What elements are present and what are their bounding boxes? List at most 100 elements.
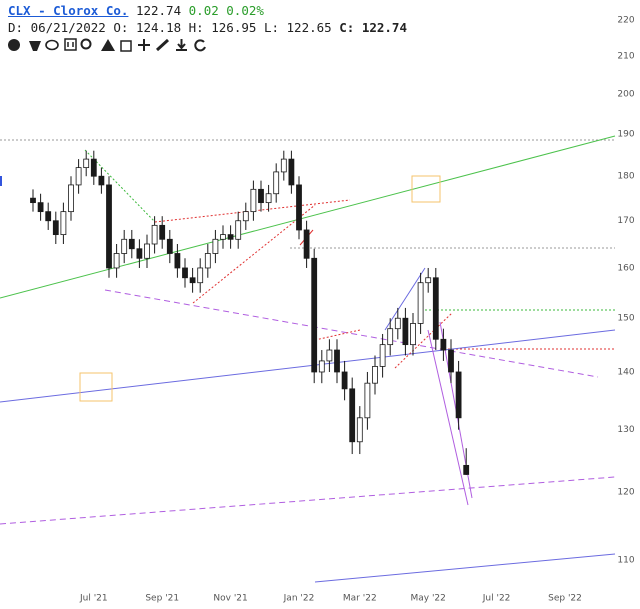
- quote-line: CLX - Clorox Co. 122.74 0.02 0.02%: [8, 2, 407, 19]
- icon[interactable]: [194, 39, 206, 52]
- candle-body: [90, 158, 97, 177]
- y-tick-label: 160: [617, 263, 634, 273]
- x-tick-label: Nov '21: [213, 594, 247, 604]
- candle-body: [174, 253, 181, 269]
- y-tick-label: 140: [617, 367, 634, 377]
- candle-body: [356, 417, 363, 443]
- ohlc-label: L:: [263, 20, 279, 35]
- candle-body: [379, 344, 386, 367]
- y-tick-label: 150: [617, 314, 634, 324]
- candle-body: [197, 267, 204, 284]
- icon[interactable]: [138, 39, 150, 51]
- x-tick-label: Sep '21: [145, 594, 179, 604]
- candle-body: [121, 238, 128, 254]
- candle-body: [235, 220, 242, 240]
- candle-body: [151, 224, 158, 245]
- candle-body: [204, 253, 211, 269]
- y-tick-label: 170: [617, 216, 634, 226]
- candle-body: [98, 175, 105, 186]
- candle-body: [273, 171, 280, 195]
- candle-body: [364, 382, 371, 419]
- last-price: 122.74: [135, 3, 182, 18]
- x-tick-label: Jul '21: [79, 594, 108, 604]
- candle-body: [455, 371, 462, 419]
- candle-body: [189, 277, 196, 284]
- candle-body: [280, 158, 287, 173]
- candle-body: [106, 184, 112, 269]
- icon[interactable]: [155, 38, 170, 52]
- candle-body: [75, 167, 82, 186]
- period: D: 06/21/2022: [8, 20, 106, 35]
- candle-body: [288, 158, 295, 186]
- icon[interactable]: [101, 39, 115, 51]
- candle-body: [60, 211, 67, 236]
- toolbar: [8, 38, 206, 52]
- candle-body: [45, 211, 52, 222]
- candle-body: [258, 188, 264, 204]
- ohlc: O: 124.18 H: 126.95 L: 122.65 C: 122.74: [113, 20, 407, 35]
- icon[interactable]: [8, 39, 20, 51]
- candle-body: [432, 277, 439, 340]
- candle-body: [402, 317, 409, 346]
- candle-body: [136, 248, 143, 259]
- icon[interactable]: [176, 39, 187, 51]
- candle-body: [159, 224, 166, 240]
- icon[interactable]: [80, 38, 92, 50]
- ohlc-value: 124.18: [135, 20, 182, 35]
- icon[interactable]: [120, 40, 132, 52]
- ohlc-label: C:: [339, 20, 355, 35]
- x-tick-label: Mar '22: [343, 594, 377, 604]
- candle-body: [227, 234, 234, 240]
- ohlc-value: 126.95: [211, 20, 257, 35]
- candle-body: [387, 328, 394, 346]
- candle-body: [68, 184, 74, 213]
- candle-body: [30, 197, 36, 204]
- candle-body: [113, 253, 120, 269]
- x-tick-label: Sep '22: [548, 594, 582, 604]
- candle-body: [326, 349, 333, 362]
- y-tick-label: 110: [617, 555, 634, 565]
- candle-body: [394, 317, 401, 330]
- icon[interactable]: [64, 38, 77, 51]
- y-tick-label: 180: [617, 172, 634, 182]
- candle-body: [250, 188, 257, 213]
- ohlc-label: O:: [113, 20, 129, 35]
- candle-body: [311, 257, 318, 373]
- candle-body: [448, 349, 454, 373]
- candle-body: [296, 184, 302, 231]
- candle-body: [318, 360, 325, 373]
- candle-body: [37, 202, 44, 213]
- candle-body: [166, 238, 173, 254]
- y-tick-label: 220: [617, 15, 634, 25]
- candle-body: [212, 238, 219, 254]
- change-pct: 0.02%: [226, 3, 264, 18]
- candle-body: [242, 211, 249, 222]
- symbol[interactable]: CLX - Clorox Co.: [8, 3, 129, 18]
- y-tick-label: 190: [617, 130, 634, 140]
- candle-body: [349, 388, 356, 443]
- candle-body: [440, 338, 447, 351]
- ohlc-line: D: 06/21/2022 O: 124.18 H: 126.95 L: 122…: [8, 19, 407, 36]
- candle-body: [220, 234, 226, 240]
- x-tick-label: Jan '22: [283, 594, 315, 604]
- icon[interactable]: [29, 41, 41, 51]
- candle-body: [417, 282, 424, 324]
- candle-body: [52, 220, 59, 236]
- y-tick-label: 210: [617, 52, 634, 62]
- candle-body: [83, 158, 90, 169]
- ohlc-label: H:: [188, 20, 204, 35]
- icon[interactable]: [45, 39, 59, 51]
- candle-body: [341, 371, 348, 390]
- candle-body: [144, 243, 150, 259]
- change: 0.02: [188, 3, 219, 18]
- candle-body: [265, 193, 272, 204]
- y-tick-label: 200: [617, 90, 634, 100]
- x-tick-label: Jul '22: [482, 594, 511, 604]
- candle-body: [128, 238, 135, 250]
- candle-body: [410, 323, 416, 346]
- candle-body: [182, 267, 188, 279]
- candle-body: [425, 277, 432, 284]
- candle-body: [334, 349, 340, 373]
- x-tick-label: May '22: [410, 594, 445, 604]
